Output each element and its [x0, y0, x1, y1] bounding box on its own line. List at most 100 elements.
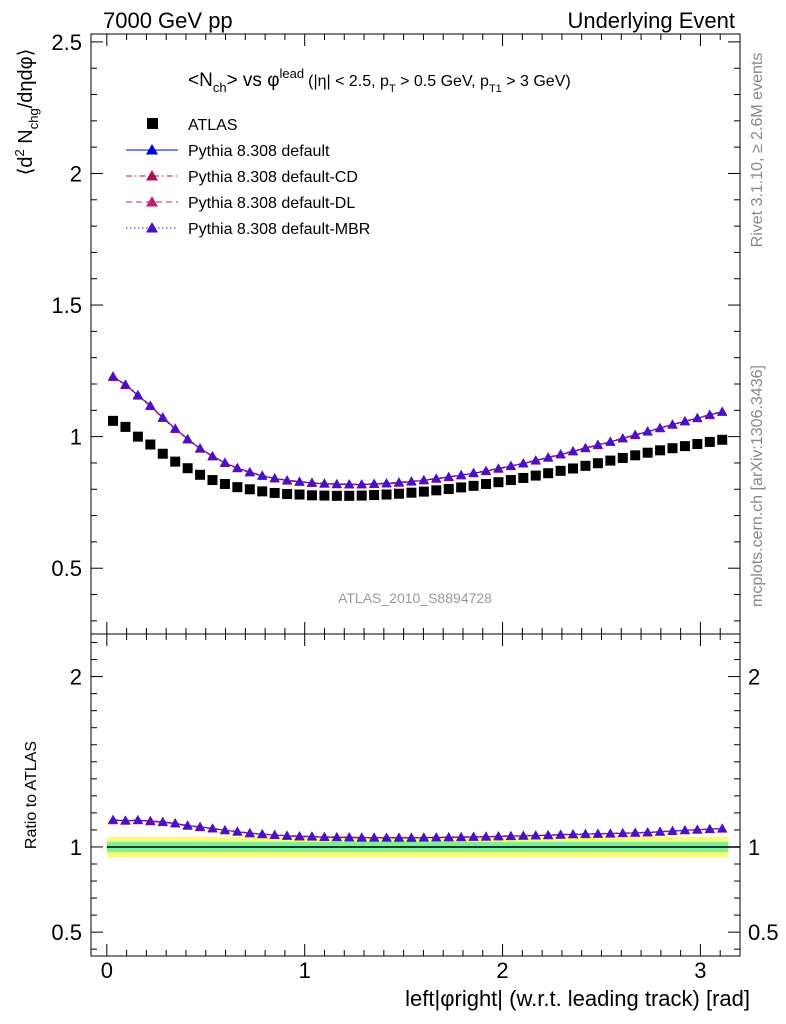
- triangle-marker: [655, 422, 666, 432]
- ratio-triangle-marker: [157, 816, 168, 826]
- triangle-marker: [282, 475, 293, 485]
- triangle-marker: [431, 473, 442, 483]
- triangle-marker: [468, 467, 479, 477]
- triangle-marker: [232, 462, 243, 472]
- atlas-point: [679, 441, 690, 452]
- ratio-triangle-marker: [406, 832, 417, 842]
- y-tick-label: 2.5: [51, 30, 82, 55]
- main-y-tick-labels: 0.5 1 1.5 2 2.5: [51, 30, 82, 581]
- ratio-triangle-marker: [543, 830, 554, 839]
- y-tick-label-right: 0.5: [748, 920, 779, 945]
- ratio-triangle-marker: [704, 824, 715, 833]
- atlas-point: [145, 439, 156, 450]
- triangle-marker: [393, 477, 404, 487]
- triangle-marker: [257, 470, 268, 480]
- atlas-point: [692, 439, 703, 449]
- atlas-point: [306, 490, 317, 501]
- triangle-marker: [108, 371, 119, 381]
- atlas-point: [642, 447, 653, 458]
- triangle-marker: [132, 390, 143, 399]
- ratio-triangle-marker: [692, 824, 703, 834]
- y-tick-label: 1: [70, 835, 82, 860]
- atlas-point: [431, 485, 442, 496]
- x-axis-label: left|φright| (w.r.t. leading track) [rad…: [405, 986, 750, 1011]
- legend-entry-label: Pythia 8.308 default-DL: [188, 195, 355, 212]
- x-tick-labels: 0 1 2 3: [101, 958, 707, 983]
- analysis-label: ATLAS_2010_S8894728: [338, 590, 492, 606]
- atlas-point: [219, 479, 230, 489]
- ratio-triangle-marker: [244, 828, 255, 837]
- atlas-point: [257, 486, 268, 497]
- ratio-triangle-marker: [344, 832, 355, 842]
- legend-marker-atlas: [147, 118, 158, 129]
- ratio-triangle-marker: [182, 820, 193, 830]
- ratio-triangle-marker: [493, 831, 504, 841]
- y-tick-label: 0.5: [51, 920, 82, 945]
- series-line: [112, 376, 723, 486]
- triangle-marker: [294, 476, 305, 486]
- atlas-point: [369, 490, 380, 501]
- ratio-triangle-marker: [605, 828, 616, 838]
- atlas-point: [120, 421, 131, 432]
- x-tick-label: 1: [299, 958, 311, 983]
- y-tick-label: 2: [70, 665, 82, 690]
- ratio-triangle-marker: [232, 826, 243, 836]
- atlas-point: [592, 458, 603, 469]
- header-left: 7000 GeV pp: [103, 8, 233, 33]
- atlas-point: [108, 415, 119, 426]
- triangle-marker: [667, 419, 678, 429]
- main-plot-panel: 0.5 1 1.5 2 2.5 <Nch> vs φlead (|η| < 2.5, pT…: [12, 30, 741, 635]
- triangle-marker: [319, 478, 330, 488]
- triangle-marker: [356, 479, 367, 489]
- ratio-triangle-marker: [393, 832, 404, 842]
- triangle-marker: [219, 457, 230, 467]
- ratio-triangle-marker: [257, 829, 268, 838]
- atlas-point: [244, 484, 255, 495]
- ratio-triangle-marker: [381, 832, 392, 842]
- ratio-triangle-marker: [319, 831, 330, 841]
- triangle-marker: [306, 477, 317, 487]
- atlas-point: [232, 482, 243, 493]
- triangle-marker: [269, 473, 280, 482]
- legend-entry-label: Pythia 8.308 default: [188, 143, 330, 160]
- atlas-point: [530, 470, 541, 481]
- ratio-triangle-marker: [443, 832, 454, 841]
- legend: ATLAS Pythia 8.308 default Pythia 8.308 de…: [126, 117, 370, 238]
- ratio-triangle-marker: [418, 832, 429, 842]
- atlas-point: [282, 489, 293, 499]
- ratio-triangle-marker: [518, 830, 529, 840]
- atlas-point: [580, 460, 591, 471]
- ratio-triangle-marker: [679, 825, 690, 834]
- triangle-marker: [518, 458, 529, 467]
- ratio-y-axis-label: Ratio to ATLAS: [23, 741, 40, 849]
- triangle-marker: [418, 475, 429, 484]
- atlas-point: [443, 484, 454, 494]
- ratio-triangle-marker: [630, 827, 641, 837]
- triangle-marker: [369, 478, 380, 488]
- ratio-axis-ticks: [91, 634, 740, 956]
- series-line: [112, 375, 723, 485]
- triangle-marker: [679, 416, 690, 425]
- y-tick-label: 1.5: [51, 293, 82, 318]
- triangle-marker: [331, 479, 342, 488]
- atlas-point: [493, 477, 504, 488]
- ratio-triangle-marker: [132, 815, 143, 824]
- atlas-point: [356, 490, 367, 501]
- ratio-triangle-marker: [145, 815, 156, 825]
- atlas-point: [182, 463, 193, 474]
- ratio-triangle-marker: [369, 832, 380, 842]
- atlas-point: [543, 468, 554, 479]
- atlas-point: [505, 475, 516, 486]
- ratio-triangle-marker: [642, 827, 653, 837]
- atlas-point: [294, 489, 305, 500]
- main-y-axis-label: ⟨d2 Nchg/dηdφ⟩: [12, 49, 41, 176]
- atlas-point: [331, 490, 342, 501]
- triangle-marker: [530, 455, 541, 465]
- triangle-marker: [692, 412, 703, 422]
- ratio-triangle-marker: [580, 828, 591, 838]
- ratio-series-line: [113, 819, 723, 839]
- series-line: [112, 376, 723, 486]
- legend-marker-triangle: [146, 144, 158, 155]
- x-tick-label: 3: [694, 958, 706, 983]
- ratio-triangle-marker: [667, 825, 678, 835]
